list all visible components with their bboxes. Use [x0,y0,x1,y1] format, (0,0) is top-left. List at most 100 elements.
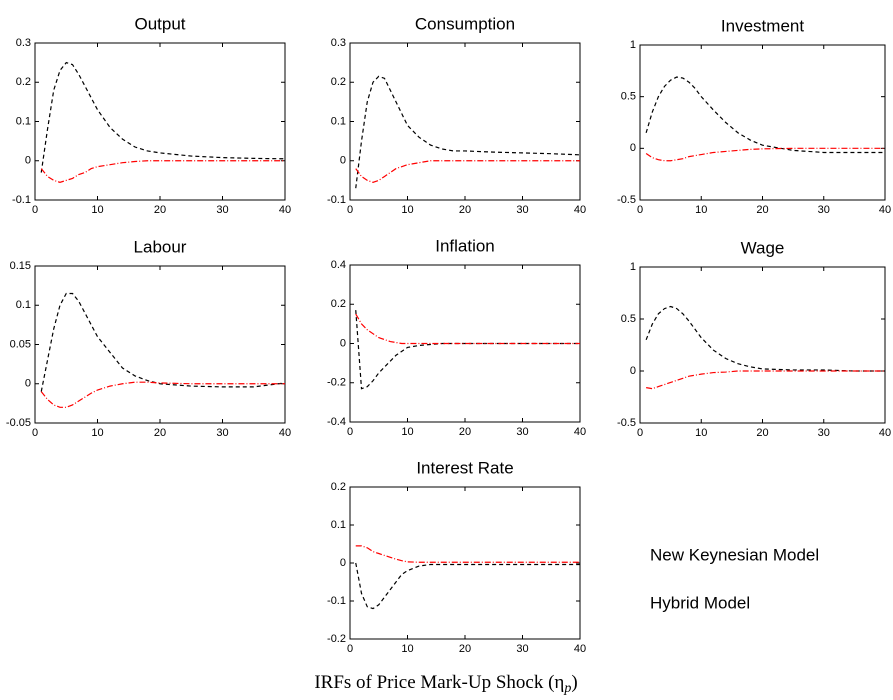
y-tick-label: 0.1 [16,115,31,127]
axes-frame [639,266,886,424]
x-tick-label: 40 [879,427,891,439]
y-tick-label: 0 [340,337,346,349]
x-tick-label: 30 [516,643,528,655]
x-tick-label: 30 [216,427,228,439]
x-tick-label: 10 [91,204,103,216]
irf-line [40,61,286,173]
panel-title: Interest Rate [416,458,513,477]
x-tick-label: 30 [216,204,228,216]
axes-frame [34,42,286,201]
x-tick-label: 10 [401,643,413,655]
y-tick-label: 0.1 [331,519,346,531]
y-tick-label: -0.2 [327,633,346,645]
x-tick-label: 40 [279,204,291,216]
x-tick-label: 40 [574,643,586,655]
y-tick-label: -0.1 [12,194,31,206]
y-tick-label: 0.5 [621,91,636,103]
x-tick-label: 40 [574,426,586,438]
y-tick-label: -0.1 [327,595,346,607]
axes-frame [639,44,886,201]
irf-line [355,160,580,183]
y-tick-label: 1 [630,39,636,51]
x-tick-label: 20 [459,204,471,216]
y-tick-label: 0.5 [621,313,636,325]
x-tick-label: 10 [695,427,707,439]
irf-line [40,160,285,183]
y-tick-label: 0.2 [16,76,31,88]
caption: IRFs of Price Mark-Up Shock (ηp) [314,672,577,696]
x-tick-label: 0 [32,204,38,216]
panel-title: Labour [134,237,187,256]
irf-line [40,292,286,392]
panel-title: Output [134,14,185,33]
y-tick-label: -0.2 [327,377,346,389]
x-tick-label: 0 [347,426,353,438]
panel-title: Wage [741,238,785,257]
axes-frame [349,486,581,640]
y-tick-label: 0.15 [10,260,31,272]
caption-text: IRFs of Price Mark-Up Shock (η [314,672,564,693]
y-tick-label: 0.3 [331,37,346,49]
irf-line [646,370,885,390]
x-tick-label: 10 [695,204,707,216]
y-tick-label: 0.4 [331,259,346,271]
x-tick-label: 0 [32,427,38,439]
y-tick-label: 0.2 [331,76,346,88]
x-tick-label: 0 [637,427,643,439]
y-tick-label: 0 [340,155,346,167]
y-tick-label: 0 [630,365,636,377]
x-tick-label: 30 [516,426,528,438]
axes-frame [34,265,286,424]
irf-line [40,381,285,408]
y-tick-label: 0.2 [331,298,346,310]
x-tick-label: 20 [459,426,471,438]
x-tick-label: 10 [401,204,413,216]
y-tick-label: -0.5 [617,194,636,206]
y-tick-label: 0 [630,142,636,154]
x-tick-label: 40 [879,204,891,216]
x-tick-label: 0 [347,204,353,216]
x-tick-label: 30 [516,204,528,216]
x-tick-label: 0 [347,643,353,655]
panel-title: Investment [721,16,804,35]
x-tick-label: 10 [401,426,413,438]
y-tick-label: 0 [340,557,346,569]
irf-line [645,147,885,162]
x-tick-label: 0 [637,204,643,216]
panel-title: Consumption [415,14,515,33]
y-tick-label: 0 [25,155,31,167]
x-tick-label: 20 [459,643,471,655]
x-tick-label: 40 [279,427,291,439]
y-tick-label: -0.1 [327,194,346,206]
x-tick-label: 10 [91,427,103,439]
irf-line [355,313,580,345]
irf-line [645,305,885,372]
caption-subscript: p [563,681,571,696]
legend-entry: Hybrid Model [650,593,750,612]
y-tick-label: 0.3 [16,37,31,49]
irf-line [645,76,885,154]
y-tick-label: 1 [630,261,636,273]
y-tick-label: 0 [25,378,31,390]
irf-line [355,310,580,390]
x-tick-label: 30 [818,204,830,216]
y-tick-label: 0.1 [331,115,346,127]
x-tick-label: 20 [154,427,166,439]
x-tick-label: 40 [574,204,586,216]
y-tick-label: -0.05 [6,417,31,429]
y-tick-label: -0.5 [617,417,636,429]
y-tick-label: 0.05 [10,338,31,350]
caption-close: ) [571,672,577,693]
x-tick-label: 30 [818,427,830,439]
y-tick-label: 0.1 [16,299,31,311]
panel-title: Inflation [435,236,495,255]
x-tick-label: 20 [756,427,768,439]
y-tick-label: -0.4 [327,416,346,428]
irf-line [355,75,581,189]
irf-line [355,562,580,610]
y-tick-label: 0.2 [331,481,346,493]
irf-line [355,545,580,563]
legend-entry: New Keynesian Model [650,545,819,564]
x-tick-label: 20 [756,204,768,216]
